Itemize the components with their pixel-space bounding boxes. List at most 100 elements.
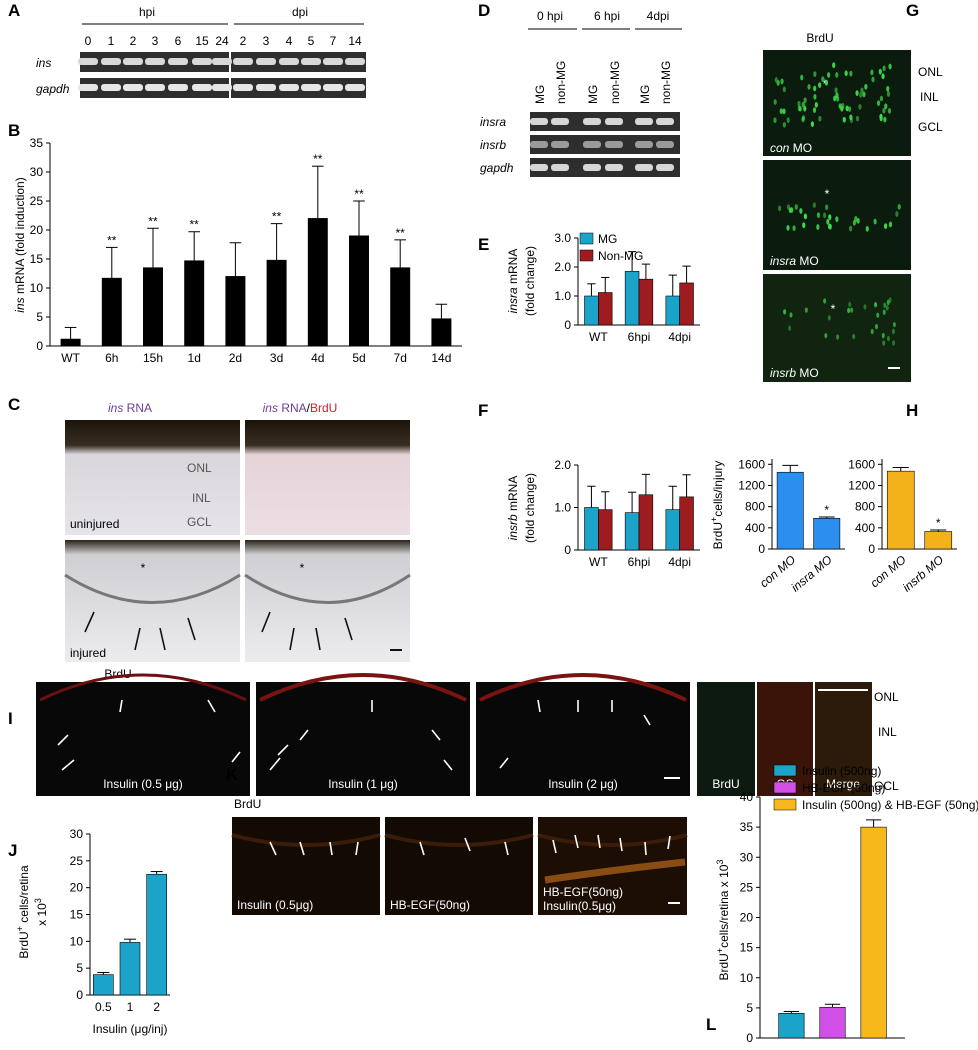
layer-label: INL [192,491,211,505]
gel-band [345,58,365,65]
lane-label: 3 [152,34,159,48]
cell-signal [855,115,860,122]
gel-band [530,164,548,171]
x-tick-label: WT [589,330,608,344]
arrow [134,627,141,651]
y-tick-label: 15 [30,252,44,266]
bar [60,338,81,347]
lane-label: 1 [108,34,115,48]
gel-band [530,118,548,125]
significance-label: ** [190,218,200,232]
cell-signal [855,90,859,96]
y-tick-label: 2.0 [554,458,571,472]
error-bar [930,529,947,532]
cell-signal [807,83,811,90]
error-bar [668,274,677,296]
y-tick-label: 1.0 [554,501,571,515]
arrows [269,834,671,856]
tissue-layer [479,673,687,702]
error-bar [394,239,407,268]
significance-label: ** [396,226,406,240]
cell-signal [816,224,820,230]
gel-band [279,58,299,65]
cell-signal [881,332,885,339]
cell-signal [865,225,869,232]
cell-signal [812,202,816,208]
group-label: 6 hpi [594,9,620,23]
error-bar [783,1010,800,1014]
y-tick-label: 30 [30,165,44,179]
gel-divider [229,50,231,100]
gel-band [605,141,623,148]
injury-mark: * [831,302,836,316]
legend-swatch [579,232,594,245]
label-part: x 10 [35,903,49,926]
lane-label: non-MG [608,61,622,104]
gel-band [583,164,601,171]
condition-label: injured [70,646,106,660]
gel-lanes: 0 1 2 3 6 15 24 2 3 4 5 7 14 [78,34,365,91]
bar [119,942,141,996]
row-label: insra [480,115,506,129]
y-tick-label: 0 [36,339,43,353]
cell-signal [881,73,885,80]
gel-band [212,84,232,91]
bar [886,470,915,550]
gel-band [605,164,623,171]
panel-letter: C [8,395,20,414]
cell-signal [879,113,883,120]
x-tick-label: insrb MO [900,553,946,595]
cell-signal [841,102,845,109]
cell-signal [799,208,803,214]
group-label: 4dpi [647,9,670,23]
bar [584,295,599,326]
arrow [644,841,647,856]
panel-k: K BrdU Insulin (0.5μg) HB-EGF(50ng) HB-E… [226,765,688,915]
cell-signal [812,107,817,114]
bar [143,267,163,347]
y-tick-label: 10 [70,934,84,948]
gel-band [605,118,623,125]
arrow [277,744,289,756]
label-part: insrb [770,366,796,380]
cell-signal [788,207,792,214]
cell-signal [852,333,856,340]
cell-signal [895,211,899,217]
arrow [419,841,425,856]
arrow [504,841,509,856]
bar [101,277,122,347]
cell-signal [882,107,886,114]
micrograph [757,682,813,796]
cell-signal [786,225,790,231]
cell-signal [897,204,901,210]
panel-letter: B [8,121,20,140]
lane-label: 24 [215,34,229,48]
x-tick-label: 15h [143,351,163,365]
cell-signal [886,335,890,342]
injury-mark: * [300,561,305,575]
lane-label: 4 [286,34,293,48]
arrow [207,699,216,713]
arrow [431,729,441,741]
cell-signal [832,62,836,69]
chart: 0 5 10 15 20 25 30 0.5 1 2 [70,827,170,1014]
cell-signal [776,80,780,86]
y-tick-label: 1200 [848,478,875,492]
cell-signal [870,328,874,335]
label-part: RNA [278,401,307,415]
significance-label: ** [313,152,323,166]
arrow [261,611,271,633]
y-tick-label: 30 [70,827,84,841]
y-tick-label: 20 [740,911,754,925]
cell-signal [842,116,846,123]
channel-label: Merge [826,777,860,791]
cell-signal [783,309,787,315]
panel-h: H BrdU+cells/injury [709,401,918,549]
gel-band [78,84,98,91]
panel-letter: E [478,235,489,254]
y-tick-label: 0 [758,542,765,556]
cell-signal [856,217,860,224]
error-bar [824,1003,841,1008]
arrow [643,714,651,726]
